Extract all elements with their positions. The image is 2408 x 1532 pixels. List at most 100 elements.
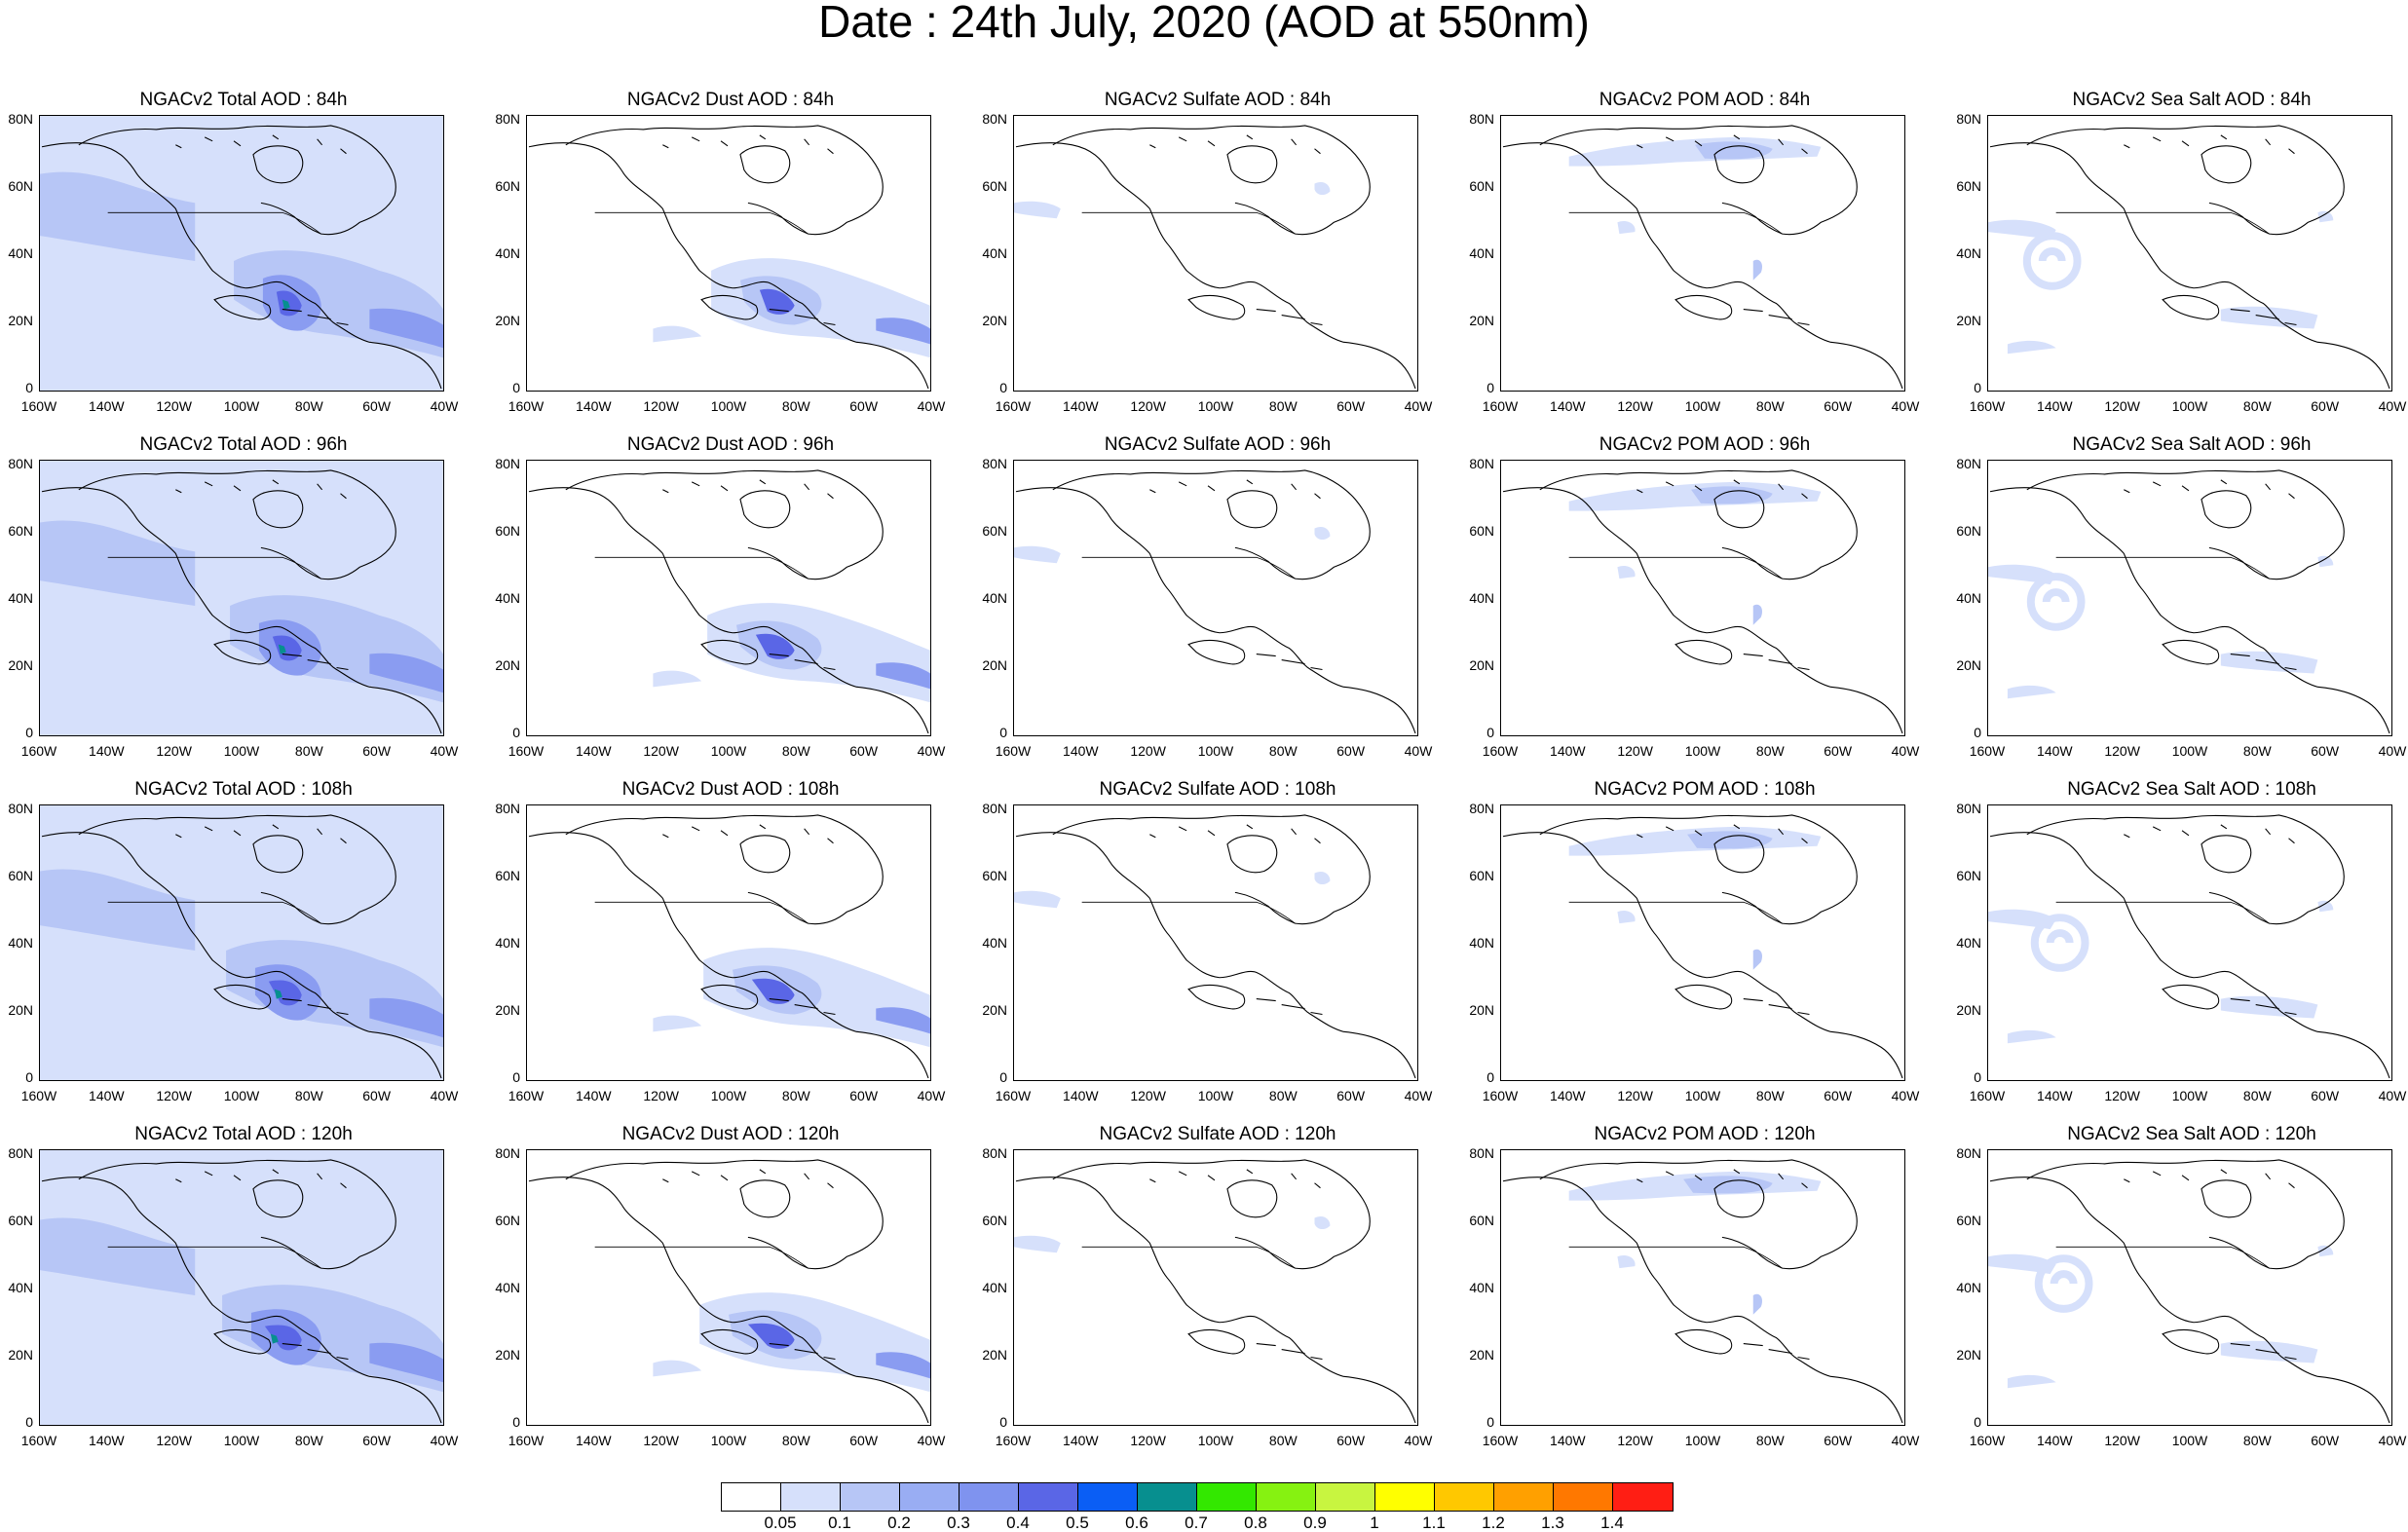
- x-tick-label: 120W: [1617, 398, 1653, 414]
- aod-plume: [653, 1015, 702, 1032]
- aod-plume: [40, 171, 196, 261]
- x-tick-label: 160W: [1969, 398, 2006, 414]
- y-tick-label: 20N: [982, 1002, 1007, 1018]
- aod-plume: [274, 989, 282, 999]
- coastline: [1637, 824, 1808, 844]
- x-tick-label: 80W: [1755, 1088, 1785, 1103]
- y-tick-label: 0: [1486, 1069, 1494, 1085]
- y-tick-label: 20N: [1469, 657, 1494, 673]
- colorbar-labels: 0.05 0.1 0.2 0.3 0.4 0.5 0.6 0.7 0.8 0.9 1 1.1 1.2 1.…: [721, 1513, 1690, 1532]
- x-tick-label: 80W: [781, 398, 810, 414]
- x-tick-label: 100W: [710, 1088, 747, 1103]
- y-tick-label: 60N: [1469, 868, 1494, 883]
- coastline: [739, 835, 791, 874]
- x-tick-label: 60W: [1336, 743, 1366, 759]
- map-frame: [39, 460, 444, 736]
- y-tick-label: 0: [512, 725, 520, 740]
- legend-label: 0.6: [1125, 1513, 1148, 1532]
- border-line: [1081, 211, 1296, 235]
- aod-map: [1014, 1159, 1416, 1424]
- coastline: [2026, 814, 2345, 925]
- x-tick-label: 160W: [995, 1088, 1032, 1103]
- x-tick-label: 80W: [294, 1433, 323, 1448]
- y-tick-label: 0: [1974, 725, 1981, 740]
- y-tick-label: 60N: [495, 523, 520, 539]
- legend-swatch: [1613, 1483, 1673, 1511]
- y-tick-label: 40N: [1469, 1280, 1494, 1295]
- y-tick-label: 60N: [1469, 1213, 1494, 1228]
- x-tick-label: 160W: [508, 1088, 545, 1103]
- aod-map: [40, 461, 443, 735]
- coastline: [282, 998, 349, 1016]
- y-tick-label: 40N: [1956, 935, 1981, 951]
- map-frame: [39, 115, 444, 392]
- coastline: [1989, 487, 2390, 734]
- x-tick-label: 80W: [1268, 743, 1298, 759]
- coastline: [41, 1177, 442, 1424]
- coastline: [1539, 469, 1858, 580]
- y-tick-label: 60N: [1956, 178, 1981, 194]
- x-tick-label: 140W: [89, 743, 125, 759]
- aod-plume: [1014, 1235, 1061, 1253]
- x-tick-label: 80W: [1268, 398, 1298, 414]
- x-tick-label: 100W: [710, 743, 747, 759]
- aod-plume: [2022, 232, 2082, 290]
- x-tick-label: 60W: [2311, 1088, 2340, 1103]
- map-frame: [1500, 804, 1905, 1081]
- aod-plume: [282, 299, 290, 310]
- map-frame: [1987, 460, 2392, 736]
- coastline: [1502, 142, 1903, 390]
- coastline: [1502, 832, 1903, 1079]
- y-tick-label: 40N: [982, 935, 1007, 951]
- legend-label: 1: [1370, 1513, 1379, 1532]
- map-panel-seasalt-120h: NGACv2 Sea Salt AOD : 120h 80N 60N 40N 20N 0 1…: [1948, 1124, 2408, 1455]
- coastline: [1187, 639, 1246, 665]
- aod-plume: [653, 325, 702, 343]
- legend-swatch: [1257, 1483, 1316, 1511]
- x-tick-label: 120W: [1130, 743, 1166, 759]
- coastline: [2201, 835, 2252, 874]
- map-frame: [526, 804, 931, 1081]
- coastline: [2230, 1343, 2297, 1361]
- x-tick-label: 120W: [1617, 743, 1653, 759]
- x-tick-label: 120W: [643, 743, 679, 759]
- y-tick-label: 20N: [1469, 313, 1494, 328]
- y-tick-label: 20N: [1956, 657, 1981, 673]
- legend-label: 0.2: [887, 1513, 911, 1532]
- panel-title: NGACv2 Sulfate AOD : 108h: [1099, 779, 1336, 800]
- x-tick-label: 160W: [20, 398, 57, 414]
- legend-swatch: [841, 1483, 900, 1511]
- map-frame: [1500, 1149, 1905, 1426]
- y-tick-label: 20N: [982, 1347, 1007, 1363]
- y-tick-label: 60N: [1956, 1213, 1981, 1228]
- y-tick-label: 0: [25, 1069, 33, 1085]
- aod-plume: [2007, 1374, 2056, 1389]
- aod-plume: [1014, 890, 1061, 909]
- coastline: [1713, 145, 1765, 184]
- y-tick-label: 80N: [8, 111, 33, 127]
- legend-label: 0.8: [1244, 1513, 1267, 1532]
- x-tick-label: 120W: [156, 1088, 192, 1103]
- panel-title: NGACv2 Dust AOD : 108h: [621, 779, 840, 800]
- legend-label: 1.3: [1541, 1513, 1564, 1532]
- y-tick-label: 0: [999, 380, 1007, 395]
- x-tick-label: 60W: [2311, 398, 2340, 414]
- border-line: [2055, 556, 2270, 579]
- aod-plume: [2026, 573, 2086, 631]
- coastline: [252, 145, 304, 184]
- coastline: [2026, 1159, 2345, 1270]
- aod-plume: [1568, 481, 1822, 511]
- border-line: [594, 556, 809, 579]
- page-title: Date : 24th July, 2020 (AOD at 550nm): [818, 0, 1590, 47]
- aod-plume: [1617, 910, 1636, 924]
- y-tick-label: 60N: [8, 1213, 33, 1228]
- y-tick-label: 60N: [495, 1213, 520, 1228]
- aod-plume: [2007, 1029, 2056, 1044]
- x-tick-label: 160W: [508, 743, 545, 759]
- y-tick-label: 40N: [8, 590, 33, 606]
- map-frame: [1013, 804, 1418, 1081]
- legend-swatch: [959, 1483, 1019, 1511]
- border-line: [594, 901, 809, 924]
- x-tick-label: 60W: [362, 1088, 392, 1103]
- coastline: [78, 469, 396, 580]
